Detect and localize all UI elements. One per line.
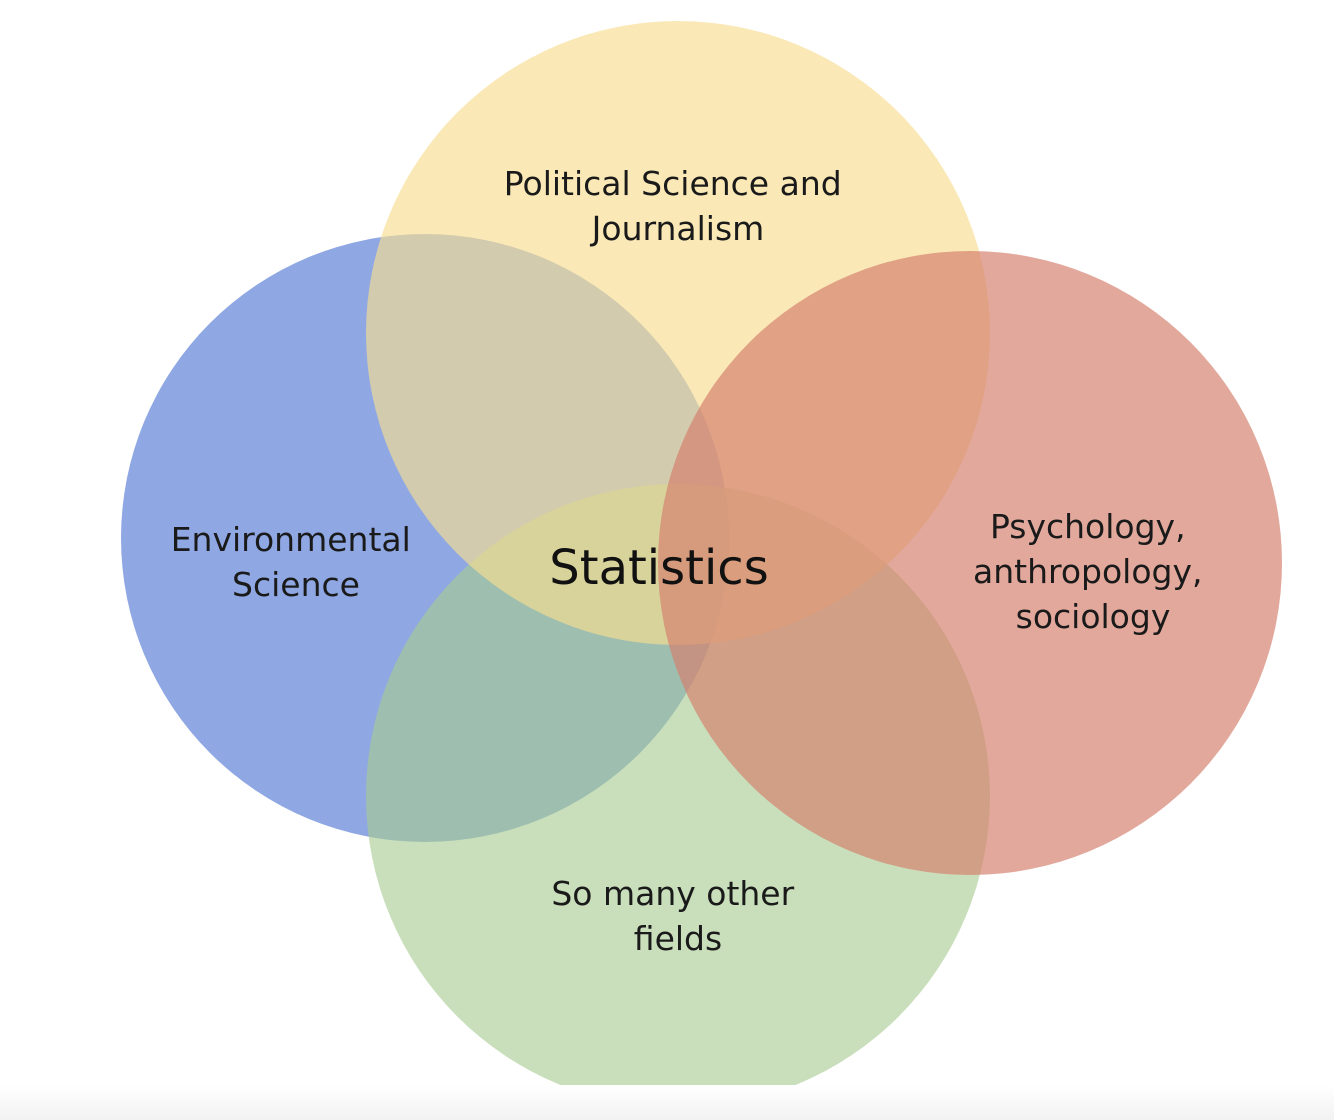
circle-social-sciences	[658, 251, 1282, 875]
center-label-statistics: Statistics	[549, 540, 768, 596]
bottom-edge-strip	[0, 1085, 1334, 1120]
label-political-science: Political Science and Journalism	[504, 164, 852, 248]
label-environmental-science: Environmental Science	[171, 520, 422, 604]
label-other-fields: So many other fields	[551, 874, 804, 958]
label-social-sciences: Psychology, anthropology, sociology	[973, 507, 1213, 636]
